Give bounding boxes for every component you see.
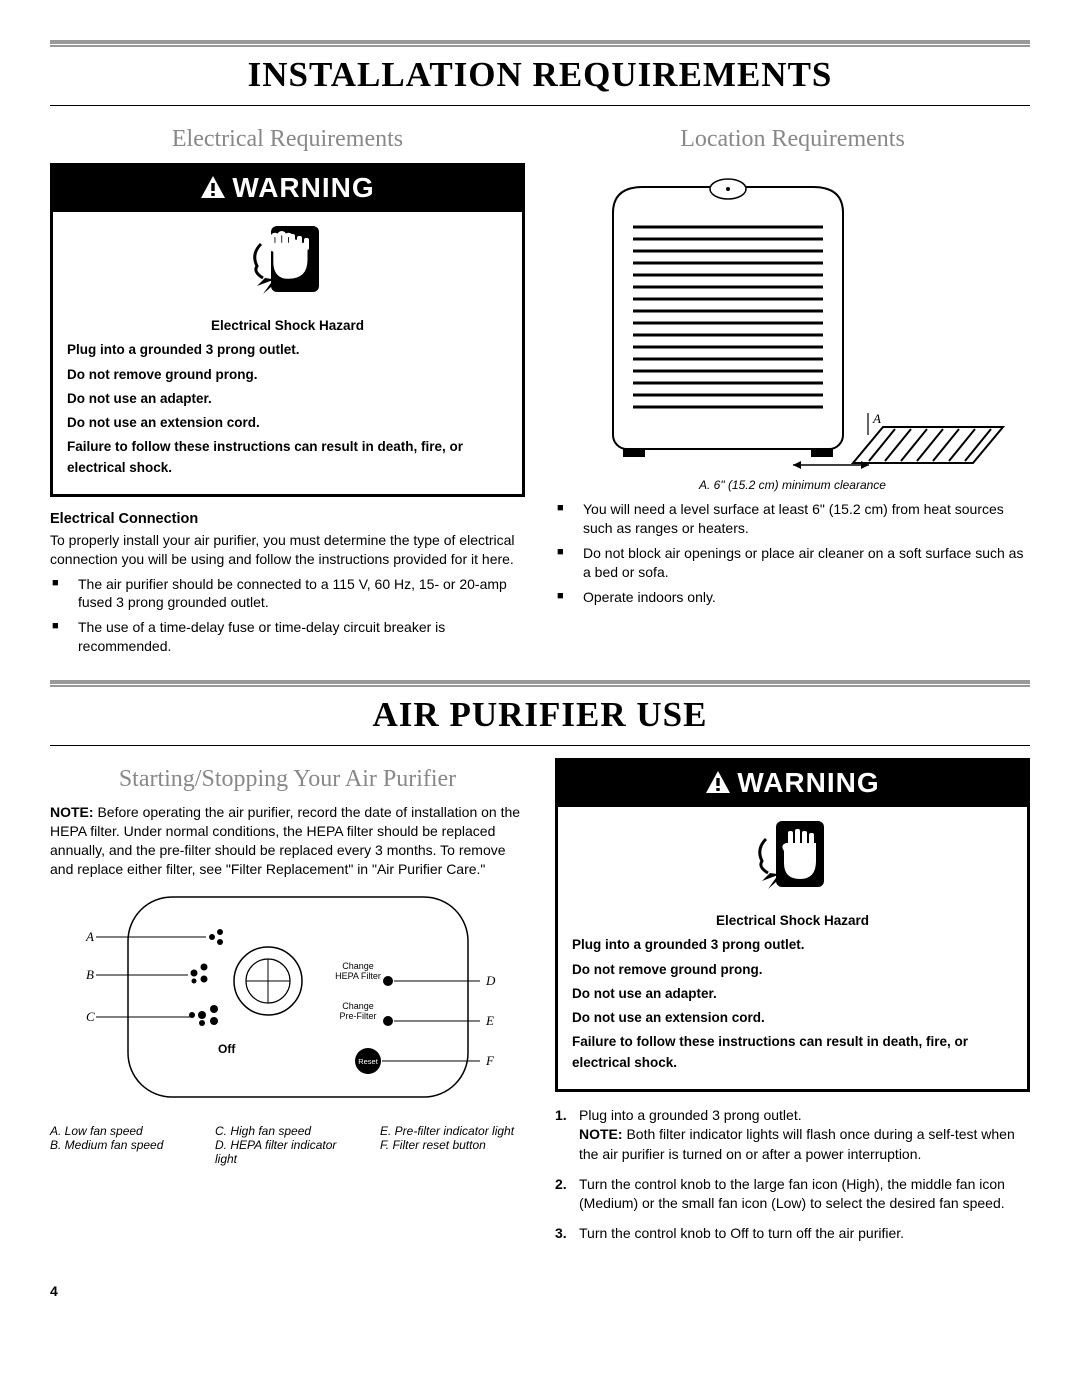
step3-num: 3. [555,1224,567,1244]
location-heading: Location Requirements [555,126,1030,153]
elec-bullet-1: The use of a time-delay fuse or time-del… [70,618,525,656]
svg-text:Off: Off [218,1042,236,1056]
step2-text: Turn the control knob to the large fan i… [579,1176,1005,1212]
legend-col2: C. High fan speed D. HEPA filter indicat… [215,1124,360,1166]
warn1-line3: Do not use an extension cord. [67,413,508,433]
warning-triangle-icon-2 [705,769,731,801]
location-bullets: You will need a level surface at least 6… [555,500,1030,606]
starting-heading: Starting/Stopping Your Air Purifier [50,766,525,793]
page-number: 4 [50,1283,1030,1299]
warning-label-2: WARNING [737,767,879,798]
section1-columns: Electrical Requirements WARNING Electri [50,118,1030,662]
legend-e: E. Pre-filter indicator light [380,1124,525,1138]
svg-text:E: E [485,1013,494,1028]
legend-c: C. High fan speed [215,1124,360,1138]
warning-triangle-icon [200,174,226,206]
svg-text:Reset: Reset [358,1057,379,1066]
use-right-column: WARNING Electrical Shock Hazard Plug int… [555,758,1030,1253]
warning-header-2: WARNING [558,761,1027,807]
warning-label-1: WARNING [232,172,374,203]
step2-num: 2. [555,1175,567,1195]
control-panel-figure: Off Reset Change HEPA Filter Change Pre-… [50,879,525,1114]
air-purifier-illustration: A [573,169,1013,469]
rule-under-title2 [50,745,1030,746]
step1-text: Plug into a grounded 3 prong outlet. [579,1107,802,1123]
shock-hand-icon [53,212,522,308]
section2-columns: Starting/Stopping Your Air Purifier NOTE… [50,758,1030,1253]
step-3: 3. Turn the control knob to Off to turn … [579,1224,1030,1244]
section2-title: AIR PURIFIER USE [50,689,1030,741]
electrical-intro: To properly install your air purifier, y… [50,531,525,569]
location-column: Location Requirements [555,118,1030,662]
svg-text:A: A [85,929,94,944]
control-panel-svg: Off Reset Change HEPA Filter Change Pre-… [68,889,508,1109]
legend-col1: A. Low fan speed B. Medium fan speed [50,1124,195,1166]
rule-under-title [50,105,1030,106]
step1-note: Both filter indicator lights will flash … [579,1126,1015,1162]
step1-note-label: NOTE: [579,1126,623,1142]
loc-bullet-0: You will need a level surface at least 6… [575,500,1030,538]
step-2: 2. Turn the control knob to the large fa… [579,1175,1030,1214]
svg-text:D: D [485,973,496,988]
legend-f: F. Filter reset button [380,1138,525,1152]
step-1: 1. Plug into a grounded 3 prong outlet. … [579,1106,1030,1165]
rule-mid [50,680,1030,687]
svg-text:Change: Change [342,1001,374,1011]
svg-text:HEPA Filter: HEPA Filter [335,971,381,981]
hazard-title-2: Electrical Shock Hazard [572,911,1013,931]
electrical-heading: Electrical Requirements [50,126,525,153]
starting-note: NOTE: Before operating the air purifier,… [50,803,525,879]
legend-d: D. HEPA filter indicator light [215,1138,360,1166]
rule-top [50,40,1030,47]
panel-legend: A. Low fan speed B. Medium fan speed C. … [50,1124,525,1166]
warn2-line3: Do not use an extension cord. [572,1008,1013,1028]
section1-title: INSTALLATION REQUIREMENTS [50,49,1030,101]
step3-text: Turn the control knob to Off to turn off… [579,1225,904,1241]
warn2-line4: Failure to follow these instructions can… [572,1032,1013,1073]
svg-text:Pre-Filter: Pre-Filter [339,1011,376,1021]
warn1-line0: Plug into a grounded 3 prong outlet. [67,340,508,360]
svg-text:F: F [485,1053,495,1068]
steps-list: 1. Plug into a grounded 3 prong outlet. … [555,1106,1030,1244]
loc-bullet-2: Operate indoors only. [575,588,1030,607]
hazard-title-1: Electrical Shock Hazard [67,316,508,336]
svg-text:B: B [86,967,94,982]
warn2-line1: Do not remove ground prong. [572,960,1013,980]
warning-header-1: WARNING [53,166,522,212]
note-text-1: Before operating the air purifier, recor… [50,804,520,877]
elec-bullet-0: The air purifier should be connected to … [70,575,525,613]
warning-body-1: Electrical Shock Hazard Plug into a grou… [53,308,522,494]
warn1-line4: Failure to follow these instructions can… [67,437,508,478]
warn1-line1: Do not remove ground prong. [67,365,508,385]
shock-hand-icon-2 [558,807,1027,903]
legend-col3: E. Pre-filter indicator light F. Filter … [380,1124,525,1166]
svg-text:C: C [86,1009,95,1024]
electrical-bullets: The air purifier should be connected to … [50,575,525,657]
electrical-column: Electrical Requirements WARNING Electri [50,118,525,662]
electrical-connection-heading: Electrical Connection [50,511,525,527]
fig-label-a: A [872,411,881,426]
unit-figure: A A. 6" (15.2 cm) minimum clearance [555,163,1030,494]
warn1-line2: Do not use an adapter. [67,389,508,409]
warning-body-2: Electrical Shock Hazard Plug into a grou… [558,903,1027,1089]
legend-a: A. Low fan speed [50,1124,195,1138]
warn2-line0: Plug into a grounded 3 prong outlet. [572,935,1013,955]
warning-box-1: WARNING Electrical Shock Hazard Plug int… [50,163,525,497]
warn2-line2: Do not use an adapter. [572,984,1013,1004]
step1-num: 1. [555,1106,567,1126]
note-label-1: NOTE: [50,804,94,820]
clearance-caption: A. 6" (15.2 cm) minimum clearance [555,478,1030,492]
legend-b: B. Medium fan speed [50,1138,195,1152]
svg-text:Change: Change [342,961,374,971]
starting-column: Starting/Stopping Your Air Purifier NOTE… [50,758,525,1253]
loc-bullet-1: Do not block air openings or place air c… [575,544,1030,582]
warning-box-2: WARNING Electrical Shock Hazard Plug int… [555,758,1030,1092]
